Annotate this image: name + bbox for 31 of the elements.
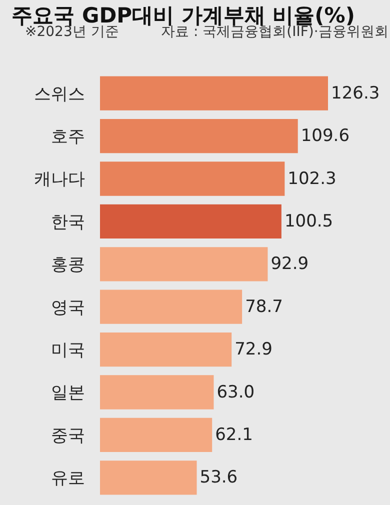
y-tick-label: 일본: [51, 383, 85, 404]
data-label: 78.7: [245, 296, 283, 317]
bar: [100, 118, 298, 154]
y-tick-label: 미국: [51, 340, 85, 360]
data-label: 72.9: [234, 340, 272, 360]
data-label: 102.3: [288, 168, 336, 189]
bar: [100, 332, 232, 367]
y-tick-label: 한국: [51, 212, 85, 232]
y-tick-label: 영국: [51, 298, 85, 318]
bar: [100, 290, 242, 324]
bar: [100, 204, 282, 239]
data-label: 109.6: [300, 126, 350, 146]
data-label: 53.6: [200, 468, 238, 488]
data-label: 62.1: [215, 424, 253, 445]
y-tick-label: 스위스: [34, 84, 85, 104]
bar: [100, 162, 285, 196]
bar: [100, 375, 214, 410]
chart-subtitle: ※2023년 기준: [25, 24, 119, 40]
bar: [100, 76, 328, 110]
bar: [100, 418, 212, 452]
data-label: 126.3: [331, 83, 380, 104]
data-label: 100.5: [284, 211, 334, 232]
y-tick-label: 호주: [51, 127, 85, 147]
y-tick-label: 유로: [51, 468, 85, 489]
y-tick-label: 홍콩: [51, 255, 85, 276]
y-tick-label: 중국: [51, 426, 85, 446]
data-label: 63.0: [216, 382, 255, 402]
data-label: 92.9: [270, 254, 309, 274]
bar: [100, 247, 268, 282]
y-tick-label: 캐나다: [34, 170, 85, 190]
bar: [100, 460, 197, 495]
